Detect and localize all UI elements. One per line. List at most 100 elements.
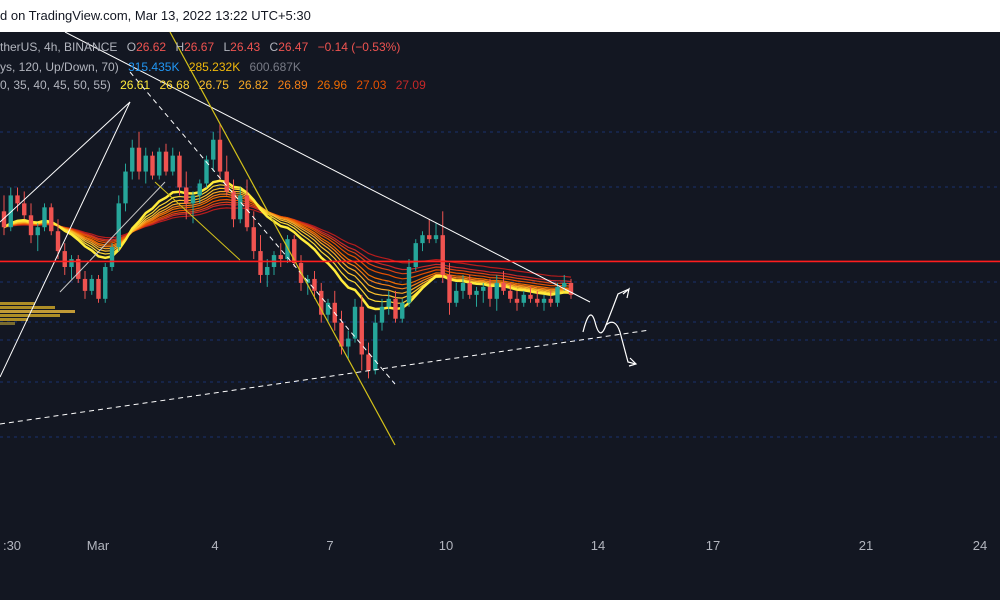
candle-body xyxy=(69,259,74,267)
candle-body xyxy=(393,298,398,319)
candle-body xyxy=(244,195,250,228)
candle-body xyxy=(265,267,270,275)
candle-body xyxy=(22,203,27,216)
legend-o-label: O xyxy=(126,40,137,54)
trendline xyxy=(0,101,131,378)
candle-body xyxy=(251,227,256,252)
candle-body xyxy=(76,259,81,279)
channel-line xyxy=(169,32,396,446)
volume-profile-bar xyxy=(0,310,75,313)
legend-volume-up: 315.435K xyxy=(128,60,180,74)
ema-line xyxy=(3,190,572,294)
candle-body xyxy=(562,282,567,287)
ema-line xyxy=(3,179,572,311)
candle-body xyxy=(82,278,88,291)
volume-profile-bar xyxy=(0,314,60,317)
candle-body xyxy=(8,195,13,228)
ema-ribbon xyxy=(3,179,572,311)
legend-volume-label: ys, 120, Up/Down, 70) xyxy=(0,60,119,74)
volume-profile-bar xyxy=(0,322,15,325)
legend-ribbon-value: 26.75 xyxy=(198,78,229,92)
candle-body xyxy=(312,278,317,291)
candle-body xyxy=(346,338,351,347)
x-tick-label: 24 xyxy=(973,538,987,553)
volume-profile-bar xyxy=(0,318,28,321)
legend-ribbon-value: 27.03 xyxy=(356,78,387,92)
candle-body xyxy=(359,306,364,355)
candle-body xyxy=(568,282,574,295)
volume-profile xyxy=(0,302,75,325)
candle-body xyxy=(285,239,290,260)
arrow-down-icon xyxy=(628,357,638,367)
legend-symbol: therUS, 4h, BINANCE xyxy=(0,40,118,54)
legend-ribbon-value: 26.82 xyxy=(238,78,269,92)
legend-ribbon-value: 26.68 xyxy=(159,78,190,92)
candle-body xyxy=(190,195,196,204)
candle-body xyxy=(184,187,189,204)
x-tick-label: 21 xyxy=(859,538,873,553)
candle-body xyxy=(319,290,324,315)
legend-high: 26.67 xyxy=(184,40,215,54)
candle-body xyxy=(1,211,7,228)
candle-body xyxy=(55,231,61,252)
candle-body xyxy=(460,282,466,291)
candle-body xyxy=(204,159,209,184)
legend-open: 26.62 xyxy=(136,40,167,54)
candle-body xyxy=(211,139,216,160)
legend-change: −0.14 (−0.53%) xyxy=(317,40,401,54)
legend-ribbon-value: 26.96 xyxy=(316,78,347,92)
ema-line xyxy=(3,193,572,291)
candle-body xyxy=(116,203,121,248)
candle-body xyxy=(109,247,115,267)
legend-ribbon-label: 0, 35, 40, 45, 50, 55) xyxy=(0,78,111,92)
ema-line xyxy=(3,195,572,289)
candle-body xyxy=(136,147,142,172)
candle-body xyxy=(413,243,418,267)
candle-body xyxy=(339,322,344,347)
candle-body xyxy=(163,151,169,172)
candle-body xyxy=(427,235,432,240)
candle-body xyxy=(130,147,135,172)
candle-body xyxy=(157,151,162,176)
channel-line xyxy=(59,181,166,293)
candles xyxy=(1,123,574,379)
legend-volume-down: 285.232K xyxy=(188,60,241,74)
candle-body xyxy=(400,302,405,319)
legend-close: 26.47 xyxy=(278,40,309,54)
candle-body xyxy=(420,235,425,244)
candle-body xyxy=(440,235,445,275)
volume-profile-bar xyxy=(0,302,35,305)
legend-l-label: L xyxy=(223,40,231,54)
candle-body xyxy=(28,215,34,236)
x-tick-label: 4 xyxy=(211,538,218,553)
header-bar: d on TradingView.com, Mar 13, 2022 13:22… xyxy=(0,0,1000,32)
trend-drawings xyxy=(0,32,651,446)
candle-body xyxy=(454,290,459,303)
legend-ribbon-value: 27.09 xyxy=(395,78,426,92)
x-tick-label: 17 xyxy=(706,538,720,553)
legend-ribbon-value: 26.89 xyxy=(277,78,308,92)
x-tick-label: 7 xyxy=(326,538,333,553)
candle-body xyxy=(481,286,486,291)
candle-body xyxy=(352,306,358,339)
candle-body xyxy=(528,294,533,299)
trendline xyxy=(0,101,131,223)
candle-body xyxy=(379,306,385,323)
price-chart[interactable]: :30 Mar 4 7 10 14 17 21 24 xyxy=(0,32,1000,564)
candle-body xyxy=(325,302,331,315)
bottom-bar xyxy=(0,564,1000,600)
candle-body xyxy=(62,251,67,267)
x-tick-label: Mar xyxy=(87,538,110,553)
candle-body xyxy=(433,235,439,240)
channel-line xyxy=(154,181,241,261)
candle-body xyxy=(521,294,526,303)
candle-body xyxy=(467,282,472,295)
candle-body xyxy=(197,183,202,196)
candle-body xyxy=(35,227,40,236)
x-tick-label: 14 xyxy=(591,538,605,553)
candle-body xyxy=(231,191,236,220)
candle-body xyxy=(89,278,94,291)
support-line xyxy=(0,329,651,425)
x-tick-label: :30 xyxy=(3,538,21,553)
candle-body xyxy=(15,195,20,204)
